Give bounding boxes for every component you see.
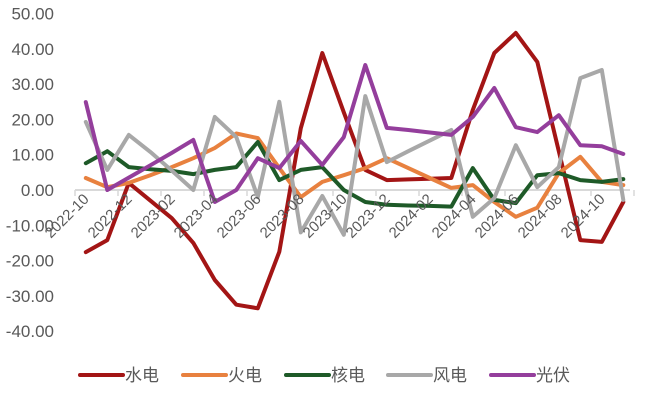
y-tick-label: 10.00 bbox=[11, 146, 54, 165]
y-tick-label: 50.00 bbox=[11, 5, 54, 24]
y-tick-label: -30.00 bbox=[6, 287, 54, 306]
y-tick-label: -40.00 bbox=[6, 322, 54, 341]
y-tick-label: 30.00 bbox=[11, 75, 54, 94]
y-tick-label: 0.00 bbox=[21, 181, 54, 200]
legend: 水电 火电 核电 风电 光伏 bbox=[78, 366, 570, 386]
legend-label: 光伏 bbox=[536, 366, 570, 386]
x-tick-label: 2024-08 bbox=[515, 191, 566, 242]
y-tick-label: -20.00 bbox=[6, 252, 54, 271]
y-tick-label: -10.00 bbox=[6, 216, 54, 235]
y-tick-label: 40.00 bbox=[11, 40, 54, 59]
legend-label: 火电 bbox=[228, 366, 262, 386]
x-tick-label: 2024-02 bbox=[386, 191, 437, 242]
legend-label: 核电 bbox=[331, 366, 365, 386]
legend-label: 水电 bbox=[125, 366, 159, 386]
legend-item: 核电 bbox=[284, 366, 365, 386]
legend-label: 风电 bbox=[433, 366, 467, 386]
series-layer bbox=[83, 30, 626, 311]
legend-item: 光伏 bbox=[489, 366, 570, 386]
y-axis: 50.00 40.00 30.00 20.00 10.00 0.00 -10.00 -20.0… bbox=[6, 5, 54, 342]
x-tick-label: 2024-10 bbox=[558, 191, 609, 242]
x-tick-label: 2023-04 bbox=[171, 191, 222, 242]
series-line-4 bbox=[83, 63, 626, 204]
legend-item: 火电 bbox=[181, 366, 262, 386]
series-line-3 bbox=[83, 68, 626, 237]
y-tick-label: 20.00 bbox=[11, 110, 54, 129]
legend-item: 水电 bbox=[78, 366, 159, 386]
legend-item: 风电 bbox=[386, 366, 467, 386]
series-line-0 bbox=[83, 30, 626, 311]
